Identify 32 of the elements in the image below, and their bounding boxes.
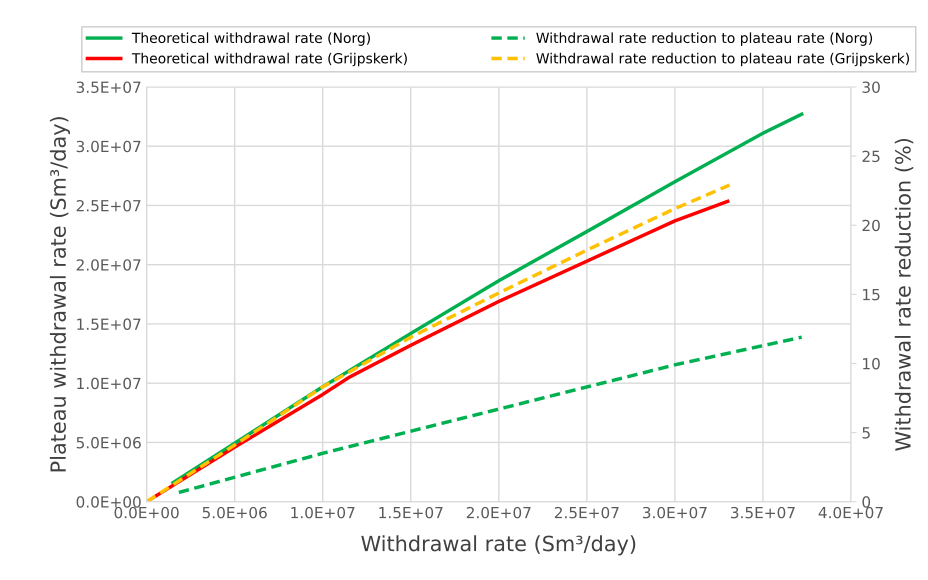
legend-label: Theoretical withdrawal rate (Grijpskerk) <box>132 52 407 66</box>
x-tick-label: 1.5E+07 <box>379 506 443 518</box>
y-tick-label: 1.5E+07 <box>77 318 140 330</box>
x-axis-title: Withdrawal rate (Sm³/day) <box>361 535 636 556</box>
legend-label: Withdrawal rate reduction to plateau rate (Grijpskerk) <box>536 52 909 66</box>
x-tick-label: 2.5E+07 <box>554 506 619 518</box>
x-tick-label: 1.0E+07 <box>291 506 354 518</box>
y-tick-label: 5.0E+06 <box>76 436 141 448</box>
y2-tick-label: 15 <box>863 289 880 300</box>
x-tick-label: 3.0E+07 <box>642 506 707 518</box>
y-tick-label: 1.0E+07 <box>77 378 140 390</box>
x-tick-label: 3.5E+07 <box>731 506 795 518</box>
y2-tick-label: 20 <box>862 220 880 232</box>
y-tick-label: 2.5E+07 <box>76 200 140 212</box>
y2-tick-label: 30 <box>862 81 880 94</box>
y2-axis-title: Withdrawal rate reduction (%) <box>894 138 914 451</box>
line-series <box>177 335 804 494</box>
y2-tick-label: 0 <box>862 496 870 508</box>
y-tick-label: 0.0E+00 <box>76 496 141 508</box>
x-tick-label: 2.0E+07 <box>466 506 531 518</box>
y-tick-label: 2.0E+07 <box>76 259 140 271</box>
legend-label: Withdrawal rate reduction to plateau rate (Norg) <box>536 32 872 46</box>
y-tick-label: 3.0E+07 <box>76 140 140 152</box>
y2-tick-label: 25 <box>862 150 880 162</box>
y2-tick-label: 5 <box>862 427 870 439</box>
x-tick-label: 5.0E+06 <box>202 506 267 518</box>
y-tick-label: 3.5E+07 <box>76 81 140 94</box>
x-tick-label: 4.0E+07 <box>818 506 883 518</box>
legend-label: Theoretical withdrawal rate (Norg) <box>132 32 370 46</box>
y-axis-title: Plateau withdrawal rate (Sm³/day) <box>50 117 70 472</box>
x-tick-label: 0.0E+00 <box>114 506 179 518</box>
y2-tick-label: 10 <box>863 358 880 370</box>
